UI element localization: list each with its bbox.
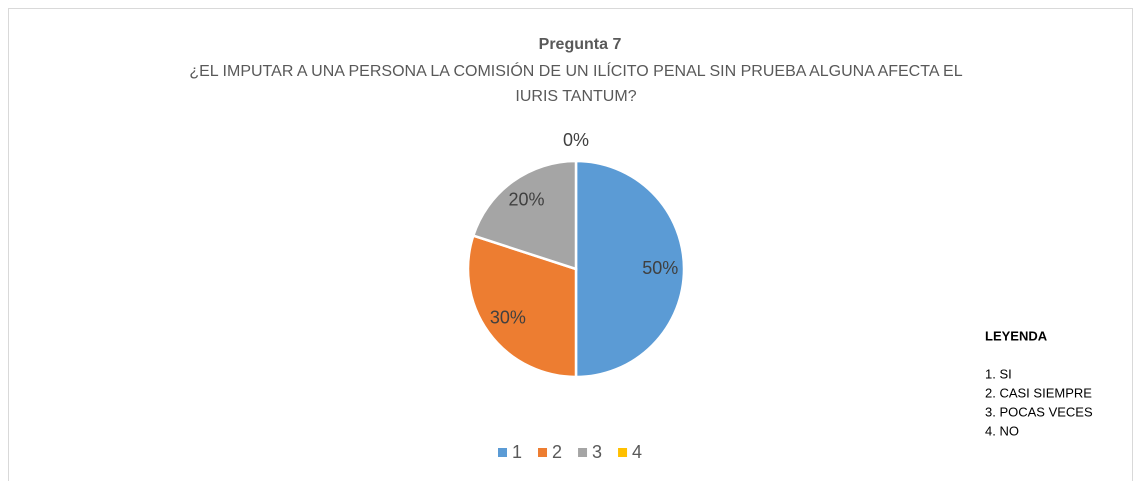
data-label: 30% [490,307,526,327]
legend-note-item: 1. SI [985,366,1012,381]
legend-swatch [498,448,507,457]
chart-subtitle: IURIS TANTUM? [515,88,636,105]
legend-note-title: LEYENDA [985,328,1048,343]
legend-note-item: 4. NO [985,423,1019,438]
data-label: 50% [642,258,678,278]
legend-swatch [538,448,548,457]
legend-label: 2 [552,442,562,462]
legend-note-item: 2. CASI SIEMPRE [985,385,1092,400]
pie-slice [574,159,686,379]
legend-label: 3 [592,442,602,462]
legend-label: 4 [632,442,642,462]
pie-slice [466,234,578,379]
legend-label: 1 [512,442,522,462]
chart-title: Pregunta 7 [539,36,622,53]
legend-swatch [618,448,628,457]
legend-note-item: 3. POCAS VECES [985,404,1093,419]
chart-subtitle: ¿EL IMPUTAR A UNA PERSONA LA COMISIÓN DE… [189,61,962,80]
pie-slice [471,159,578,271]
data-label: 20% [508,190,544,210]
legend-swatch [578,448,588,457]
data-label: 0% [563,130,589,150]
